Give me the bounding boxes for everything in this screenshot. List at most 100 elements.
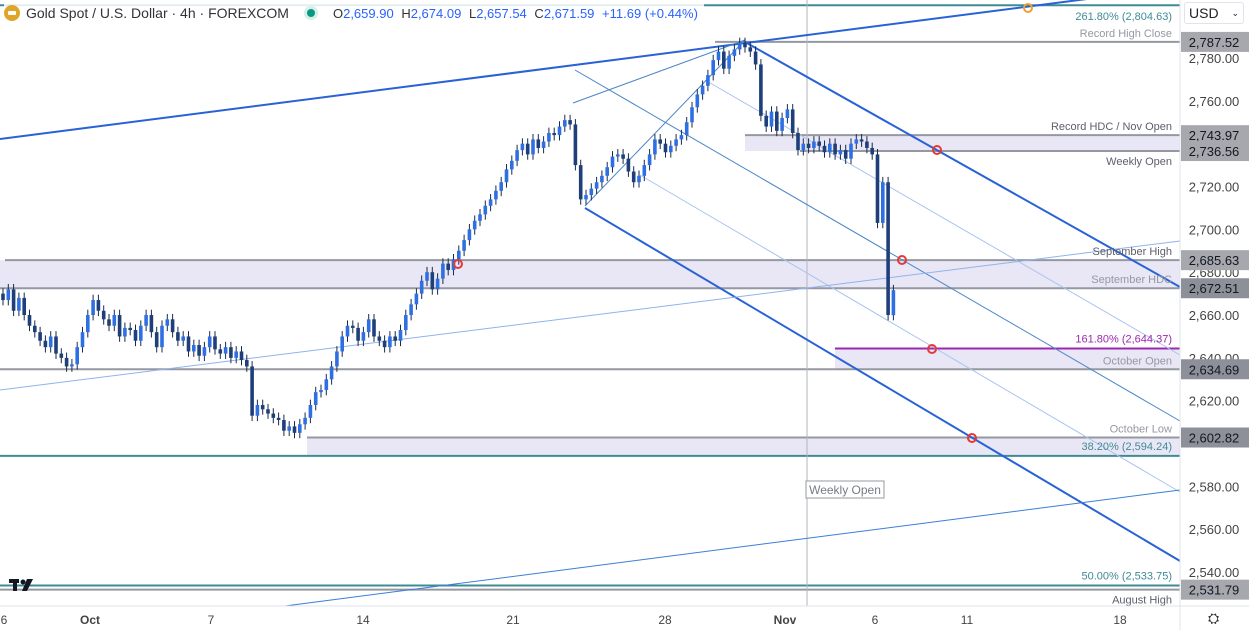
candle-body: [70, 364, 74, 367]
price-tick: 2,780.00: [1189, 51, 1240, 66]
candle-body: [276, 417, 281, 420]
candle-body: [425, 272, 429, 281]
candle-body: [525, 143, 530, 155]
marker-circle: [932, 145, 942, 155]
pitchfork-upper: [744, 41, 1181, 288]
candle-body: [568, 120, 572, 125]
candle-body: [1, 293, 5, 301]
candle-body: [684, 122, 689, 136]
candle-body: [414, 293, 419, 305]
candle-body: [478, 214, 482, 221]
candle-body: [409, 304, 413, 316]
lower-support-line: [284, 489, 1181, 607]
symbol-title[interactable]: Gold Spot / U.S. Dollar · 4h · FOREXCOM: [26, 5, 289, 21]
time-tick: 28: [658, 613, 672, 627]
price-tag-label: 2,531.79: [1189, 583, 1240, 598]
candle-body: [541, 141, 546, 148]
candle-body: [531, 139, 535, 155]
time-tick: 21: [506, 613, 520, 627]
level-label: 261.80% (2,804.63): [1075, 11, 1172, 23]
candle-body: [176, 332, 180, 341]
candle-body: [6, 289, 11, 301]
level-label: 50.00% (2,533.75): [1081, 570, 1172, 582]
price-axis[interactable]: [1180, 0, 1249, 630]
marker-circle: [897, 255, 907, 265]
candle-body: [398, 330, 403, 341]
candle-body: [404, 315, 408, 331]
candle-body: [144, 315, 148, 326]
candle-body: [123, 327, 127, 337]
candle-body: [859, 139, 864, 142]
candle-body: [388, 336, 392, 348]
candle-body: [557, 126, 562, 136]
candle-body: [780, 117, 784, 131]
candle-body: [621, 154, 625, 159]
candle-body: [515, 150, 519, 161]
candle-body: [594, 182, 599, 189]
tradingview-logo: [9, 579, 33, 591]
level-label: 161.80% (2,644.37): [1075, 334, 1172, 346]
marker-circle: [927, 344, 937, 354]
pitchfork-lower-mid: [639, 174, 1181, 493]
level-label: September High: [1093, 246, 1173, 258]
price-tick: 2,660.00: [1189, 308, 1240, 323]
candle-body: [727, 55, 731, 69]
candle-body: [165, 319, 170, 326]
price-tick: 2,720.00: [1189, 180, 1240, 195]
level-label: 38.20% (2,594.24): [1081, 441, 1172, 453]
candle-body: [170, 319, 175, 333]
marker-circle: [453, 259, 463, 269]
time-axis-ticks[interactable]: 6 Oct 7 14 21 28 Nov 6 11 18: [1, 613, 1127, 627]
settings-icon[interactable]: ⛭: [1208, 610, 1220, 626]
weekly-open-label: Weekly Open: [809, 483, 881, 497]
candle-body: [658, 139, 662, 144]
candle-body: [441, 263, 445, 279]
candle-body: [669, 145, 673, 153]
price-tag: [1181, 427, 1249, 448]
level-label: Record HDC / Nov Open: [1051, 121, 1172, 133]
candle-body: [483, 205, 488, 215]
currency-select[interactable]: USD ⌄: [1184, 2, 1244, 24]
candle-body: [329, 366, 334, 380]
candle-body: [292, 426, 297, 433]
pitchfork-handle-b: [584, 39, 746, 207]
candle-body: [886, 182, 890, 316]
zone-band: [745, 135, 1180, 152]
candle-body: [22, 297, 26, 316]
candle-body: [139, 325, 143, 341]
candle-body: [578, 165, 583, 200]
candle-body: [833, 143, 837, 155]
candle-body: [854, 139, 859, 144]
long-term-resistance-line: [0, 0, 1087, 140]
candle-body: [48, 336, 53, 348]
candle-body: [80, 332, 85, 348]
candle-body: [674, 139, 678, 146]
price-tick: 2,700.00: [1189, 222, 1240, 237]
candle-body: [313, 392, 318, 406]
candle-body: [430, 272, 435, 290]
candle-body: [700, 85, 705, 95]
candle-body: [494, 190, 498, 200]
price-tag-label: 2,685.63: [1189, 253, 1240, 268]
candle-body: [457, 250, 461, 260]
candle-body: [732, 49, 737, 56]
candle-body: [17, 297, 21, 311]
time-tick: Oct: [80, 613, 100, 627]
candle-body: [64, 357, 69, 367]
candle-body: [472, 220, 477, 230]
candle-body: [610, 156, 615, 168]
candle-body: [101, 310, 106, 320]
candle-body: [584, 195, 588, 200]
candle-body: [419, 280, 424, 294]
candle-body: [849, 143, 853, 159]
candle-body: [96, 300, 101, 311]
candle-body: [382, 340, 387, 348]
candle-body: [764, 115, 768, 127]
candle-body: [112, 315, 117, 326]
candle-body: [43, 340, 48, 348]
candle-body: [229, 347, 233, 358]
marker-circle-orange: [1023, 3, 1033, 13]
candle-body: [223, 347, 228, 354]
time-tick: 7: [208, 613, 215, 627]
